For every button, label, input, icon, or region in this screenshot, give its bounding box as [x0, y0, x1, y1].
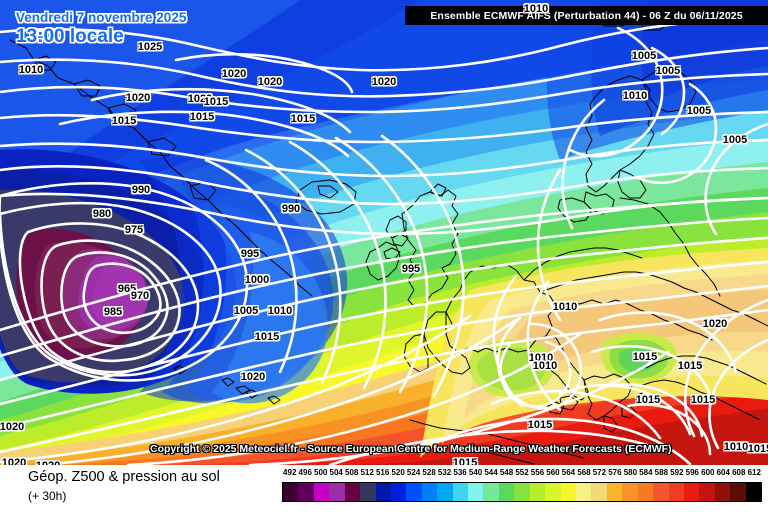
map-canvas	[0, 0, 768, 465]
colorbar-swatch[interactable]	[375, 483, 391, 501]
colorbar-tick: 580	[623, 468, 638, 477]
colorbar-swatch[interactable]	[576, 483, 592, 501]
legend-subtitle: (+ 30h)	[28, 489, 67, 503]
colorbar-tick: 576	[608, 468, 622, 477]
colorbar-swatch[interactable]	[298, 483, 314, 501]
colorbar-tick: 544	[484, 468, 498, 477]
colorbar-tick: 596	[685, 468, 699, 477]
colorbar-swatch[interactable]	[591, 483, 607, 501]
colorbar-swatch[interactable]	[360, 483, 376, 501]
colorbar-swatch[interactable]	[653, 483, 669, 501]
colorbar-tick: 492	[283, 468, 297, 477]
weather-map[interactable]: Ensemble ECMWF AIFS (Perturbation 44) - …	[0, 0, 768, 465]
colorbar-tick: 568	[577, 468, 591, 477]
colorbar-swatch[interactable]	[730, 483, 746, 501]
colorbar-swatch[interactable]	[283, 483, 299, 501]
legend-panel: Géop. Z500 & pression au sol (+ 30h) 492…	[0, 465, 768, 512]
colorbar-swatch[interactable]	[745, 483, 762, 501]
colorbar-tick: 540	[468, 468, 483, 477]
colorbar-tick: 500	[314, 468, 328, 477]
colorbar-swatch[interactable]	[699, 483, 715, 501]
colorbar-swatch[interactable]	[313, 483, 330, 501]
valid-date-label: Vendredi 7 novembre 2025	[16, 10, 187, 25]
colorbar-swatch[interactable]	[468, 483, 484, 501]
colorbar-tick: 532	[437, 468, 452, 477]
colorbar-swatch[interactable]	[329, 483, 345, 501]
colorbar-tick: 604	[716, 468, 730, 477]
colorbar-tick: 564	[561, 468, 576, 477]
colorbar-swatch[interactable]	[529, 483, 546, 501]
colorbar-tick: 612	[747, 468, 761, 477]
colorbar-swatch[interactable]	[606, 483, 623, 501]
colorbar-swatch[interactable]	[437, 483, 453, 501]
model-header-text: Ensemble ECMWF AIFS (Perturbation 44) - …	[430, 9, 743, 22]
colorbar-swatch[interactable]	[622, 483, 638, 501]
colorbar-tick: 556	[530, 468, 545, 477]
colorbar-swatch[interactable]	[421, 483, 438, 501]
colorbar-tick: 536	[453, 468, 467, 477]
colorbar-tick: 516	[375, 468, 390, 477]
colorbar-swatch[interactable]	[714, 483, 731, 501]
colorbar-tick: 548	[499, 468, 514, 477]
colorbar-swatches[interactable]	[282, 482, 762, 502]
copyright-text: Copyright © 2025 Meteociel.fr - Source E…	[150, 443, 672, 455]
colorbar-tick: 608	[732, 468, 746, 477]
model-header-bar: Ensemble ECMWF AIFS (Perturbation 44) - …	[405, 6, 768, 25]
colorbar-swatch[interactable]	[498, 483, 515, 501]
colorbar-swatch[interactable]	[344, 483, 361, 501]
colorbar-tick: 592	[670, 468, 684, 477]
colorbar-swatch[interactable]	[390, 483, 407, 501]
colorbar-tick: 496	[298, 468, 312, 477]
colorbar-tick: 584	[639, 468, 653, 477]
legend-title: Géop. Z500 & pression au sol	[28, 469, 220, 485]
colorbar-tick: 588	[654, 468, 669, 477]
colorbar-tick: 572	[592, 468, 607, 477]
colorbar-swatch[interactable]	[668, 483, 684, 501]
colorbar-tick: 552	[515, 468, 529, 477]
colorbar-tick-labels: 492 496 500 504 508 512 516 520 524 528 532 536 540 5…	[282, 468, 762, 481]
colorbar[interactable]: 492 496 500 504 508 512 516 520 524 528 532 536 540 5…	[282, 468, 762, 510]
colorbar-tick: 560	[546, 468, 560, 477]
colorbar-tick: 508	[344, 468, 359, 477]
colorbar-swatch[interactable]	[683, 483, 700, 501]
colorbar-tick: 520	[391, 468, 405, 477]
valid-time-label: 13:00 locale	[16, 26, 124, 47]
colorbar-swatch[interactable]	[560, 483, 577, 501]
colorbar-swatch[interactable]	[483, 483, 499, 501]
colorbar-swatch[interactable]	[637, 483, 654, 501]
colorbar-tick: 528	[422, 468, 436, 477]
colorbar-swatch[interactable]	[545, 483, 561, 501]
colorbar-tick: 600	[701, 468, 715, 477]
colorbar-swatch[interactable]	[514, 483, 530, 501]
colorbar-swatch[interactable]	[452, 483, 469, 501]
colorbar-swatch[interactable]	[406, 483, 422, 501]
colorbar-tick: 504	[329, 468, 343, 477]
colorbar-tick: 512	[360, 468, 374, 477]
colorbar-tick: 524	[406, 468, 421, 477]
